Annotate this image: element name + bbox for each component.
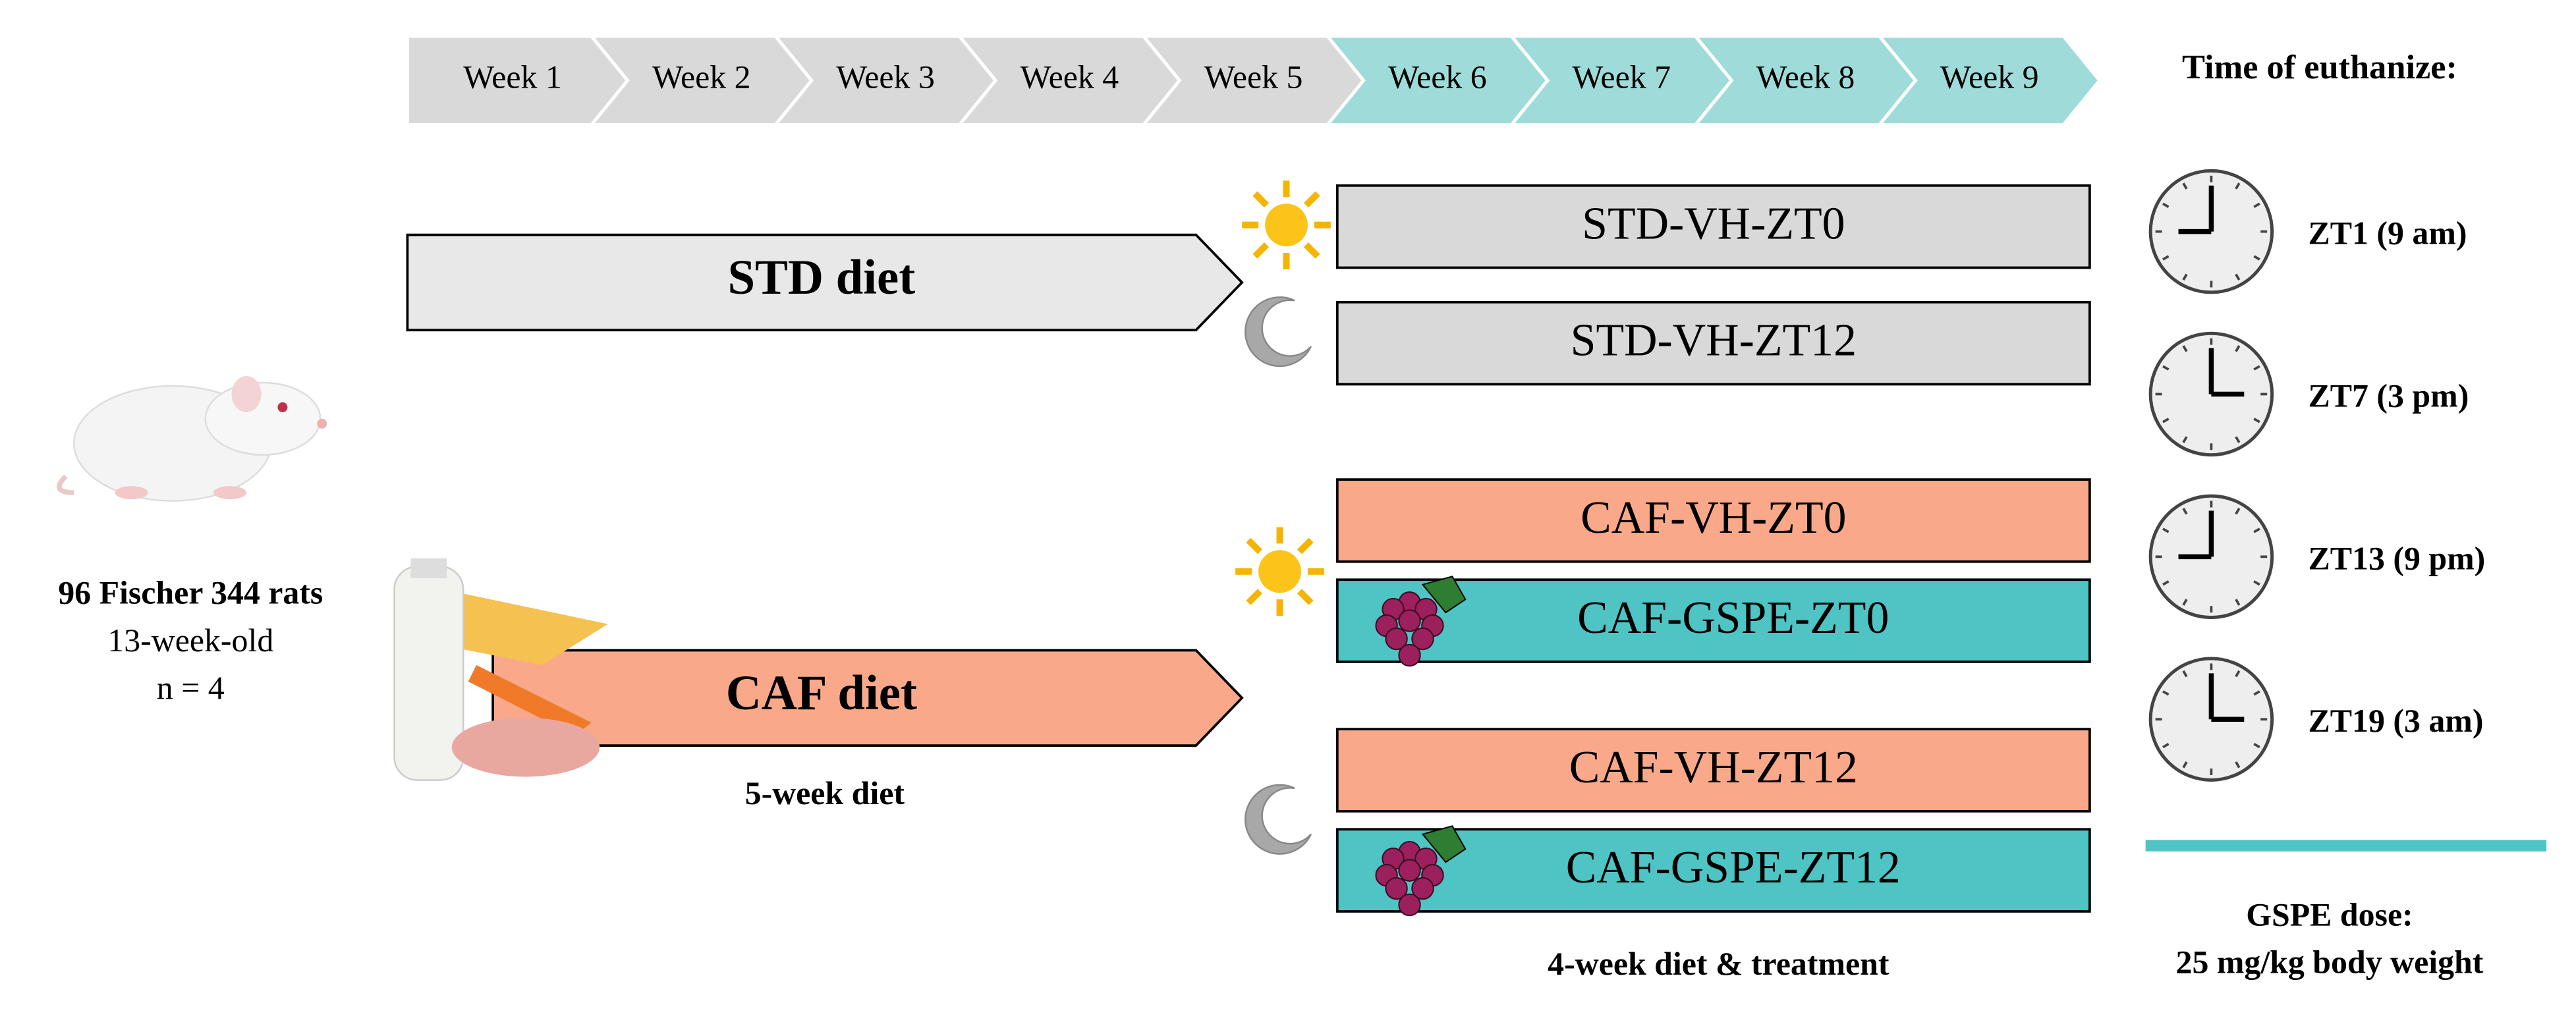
clock-tick (2182, 670, 2188, 678)
subjects-line: 96 Fischer 344 rats (58, 575, 323, 611)
group-label: CAF-GSPE-ZT0 (1577, 593, 1889, 643)
clock-tick (2235, 273, 2241, 281)
clock-tick (2235, 761, 2241, 769)
caf-duration: 5-week diet (745, 775, 905, 811)
group-box (1335, 728, 2091, 813)
euthanize-time: ZT7 (3 pm) (2309, 377, 2469, 414)
clock-tick (2182, 761, 2188, 769)
group-box (1335, 300, 2091, 386)
moon (1245, 784, 1312, 855)
week-label: Week 4 (1021, 59, 1119, 95)
sun (1258, 550, 1301, 593)
clock-tick (2162, 528, 2170, 533)
clock-tick (2182, 345, 2188, 352)
week-label: Week 9 (1940, 59, 2039, 95)
week-label: Week 7 (1572, 59, 1671, 95)
week-chevron (1876, 34, 2102, 127)
euthanize-title: Time of euthanize: (2182, 48, 2457, 86)
euthanize-time: ZT13 (9 pm) (2309, 540, 2486, 576)
clock-tick (2235, 436, 2241, 443)
moon (1245, 296, 1312, 367)
groups: STD-VH-ZT0 STD-VH-ZT12 CAF-VH-ZT0 CAF-GSPE-… (1335, 184, 2091, 917)
clock-tick (2253, 365, 2260, 371)
clock-tick (2162, 255, 2170, 261)
clocks: ZT1 (9 am) ZT7 (3 pm) ZT13 (9 pm) ZT19 (3 a… (2148, 169, 2486, 782)
clock-tick (2235, 670, 2241, 678)
clock-tick (2182, 507, 2188, 515)
week-label: Week 3 (836, 59, 935, 95)
sun (1265, 203, 1308, 247)
subjects-line: 13-week-old (107, 622, 273, 659)
sun-ray (1252, 191, 1270, 208)
clock-tick (2253, 418, 2260, 423)
sun-ray (1252, 242, 1270, 259)
std-diet-label: STD diet (727, 250, 915, 305)
sun-ray (1303, 242, 1320, 259)
week-label: Week 8 (1756, 59, 1855, 95)
treatment-duration: 4-week diet & treatment (1548, 946, 1890, 982)
light-icons (1235, 180, 1331, 855)
grape (1398, 859, 1421, 882)
clock-tick (2182, 599, 2188, 606)
grape (1398, 893, 1421, 917)
week-label: Week 6 (1388, 59, 1487, 95)
group-label: STD-VH-ZT0 (1582, 199, 1845, 250)
clock-tick (2182, 273, 2188, 281)
sun-ray (1246, 537, 1263, 555)
clock-tick (2235, 507, 2241, 515)
euthanize-time: ZT19 (3 am) (2309, 703, 2484, 739)
grape-leaf (1421, 576, 1467, 614)
clock-tick (2253, 528, 2260, 533)
clock-tick (2253, 580, 2260, 586)
clock-tick (2162, 365, 2170, 371)
clock-tick (2162, 418, 2170, 423)
rat-illustration (57, 376, 327, 502)
subjects-line: n = 4 (157, 670, 225, 706)
clock-tick (2162, 580, 2170, 586)
timeline: Week 1 Week 2 Week 3 Week 4 Week 5 Week 6 Week… (405, 34, 2102, 127)
clock-tick (2253, 690, 2260, 696)
clock-tick (2253, 202, 2260, 208)
gspe-line-text: GSPE dose: (2246, 896, 2413, 933)
group-label: CAF-VH-ZT12 (1569, 742, 1858, 793)
clock-tick (2253, 742, 2260, 749)
euthanize-time: ZT1 (9 am) (2309, 215, 2467, 252)
group-label: CAF-VH-ZT0 (1581, 493, 1846, 543)
week-label: Week 1 (463, 59, 562, 95)
clock-tick (2162, 690, 2170, 696)
std-diet-arrow (406, 233, 1244, 332)
grape (1385, 627, 1408, 651)
grape (1398, 609, 1421, 632)
grape (1411, 627, 1434, 651)
sun-ray (1297, 537, 1314, 555)
group-label: STD-VH-ZT12 (1571, 315, 1857, 366)
sun-ray (1297, 589, 1314, 605)
gspe-line-text: 25 mg/kg body weight (2176, 944, 2484, 981)
week-label: Week 5 (1204, 59, 1303, 95)
clock-tick (2235, 182, 2241, 190)
clock-tick (2162, 742, 2170, 749)
caf-diet-label: CAF diet (726, 666, 917, 720)
clock-tick (2253, 255, 2260, 261)
clock-tick (2182, 436, 2188, 443)
grape (1411, 877, 1434, 900)
sun-ray (1303, 191, 1320, 208)
group-box (1335, 184, 2091, 269)
sun-ray (1246, 589, 1263, 605)
week-label: Week 2 (652, 59, 751, 95)
group-label: CAF-GSPE-ZT12 (1566, 842, 1901, 893)
grape-leaf (1421, 825, 1467, 863)
clock-tick (2182, 182, 2188, 190)
group-box (1335, 478, 2091, 563)
clock-tick (2235, 599, 2241, 606)
food-illustration (393, 558, 608, 781)
grape (1385, 877, 1408, 900)
clock-tick (2162, 202, 2170, 208)
clock-tick (2235, 345, 2241, 352)
grape (1398, 643, 1421, 667)
